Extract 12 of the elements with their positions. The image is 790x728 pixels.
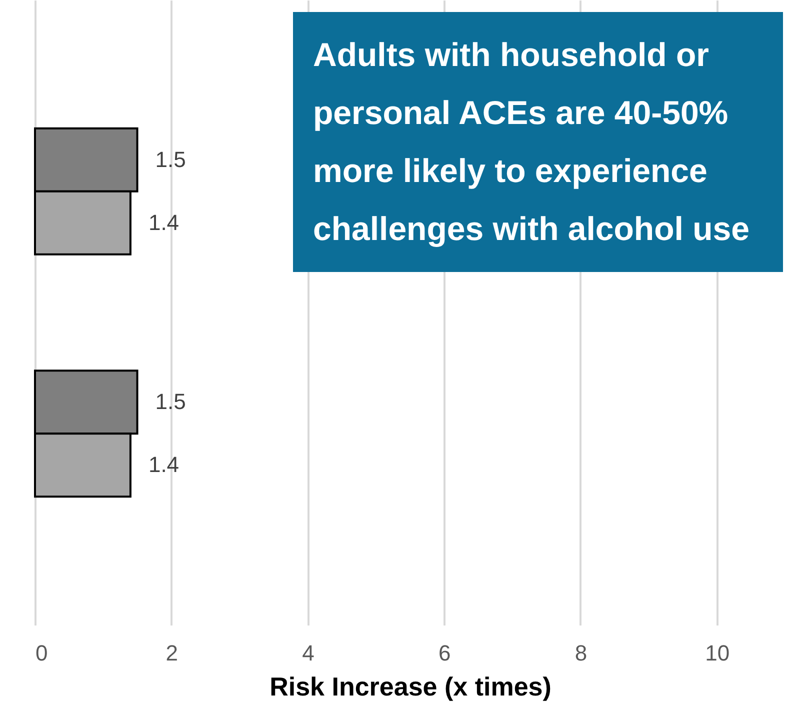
x-tick-label: 6 xyxy=(438,640,451,666)
data-label: 1.5 xyxy=(155,146,186,172)
x-tick-label: 4 xyxy=(302,640,314,666)
x-tick-label: 10 xyxy=(705,640,730,666)
annotation: Adults with household or personal ACEs are 40-50% more likely to experience challenges with alcohol use xyxy=(293,12,783,272)
x-axis-title: Risk Increase (x times) xyxy=(270,672,552,702)
data-label: 1.4 xyxy=(148,210,180,235)
data-label: 1.4 xyxy=(148,452,180,478)
x-tick-label: 2 xyxy=(166,640,178,666)
data-label: 1.5 xyxy=(155,389,186,414)
x-tick-label: 8 xyxy=(574,640,588,666)
x-tick-label: 0 xyxy=(36,640,48,666)
